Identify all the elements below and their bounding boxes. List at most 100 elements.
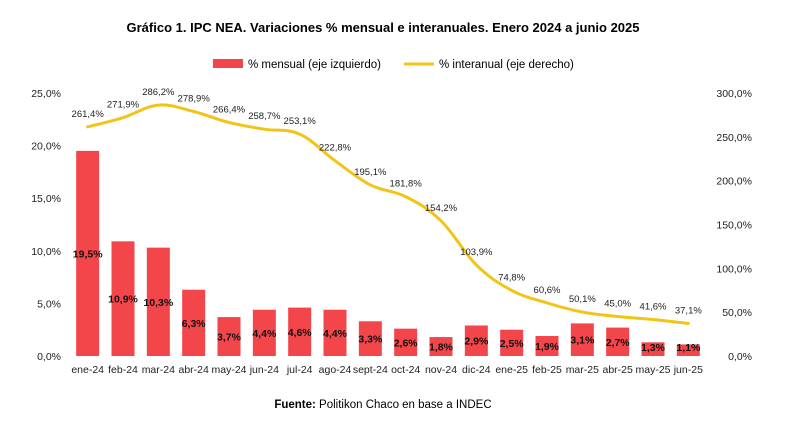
chart-title: Gráfico 1. IPC NEA. Variaciones % mensua…	[127, 20, 640, 35]
bar-data-label: 19,5%	[73, 248, 103, 260]
x-tick-label: jul-24	[286, 364, 313, 376]
line-data-label: 154,2%	[425, 203, 458, 214]
x-tick-label: jun-25	[673, 364, 703, 376]
bar	[252, 309, 276, 356]
bar	[676, 344, 700, 356]
bar	[217, 317, 241, 356]
bar-data-label: 1,1%	[676, 342, 701, 354]
x-tick-label: nov-24	[425, 364, 457, 376]
bar	[500, 329, 524, 356]
bar-data-label: 4,6%	[288, 327, 313, 339]
bar-data-label: 10,3%	[143, 297, 173, 309]
line-data-label: 45,0%	[604, 299, 631, 310]
line-data-label: 37,1%	[675, 305, 702, 316]
bar-data-label: 1,8%	[429, 342, 454, 354]
line-data-label: 258,7%	[248, 111, 281, 122]
bar	[76, 150, 100, 356]
bar	[146, 247, 170, 356]
line-data-label: 60,6%	[534, 285, 561, 296]
x-tick-label: may-25	[635, 364, 670, 376]
legend-label-mensual: % mensual (eje izquierdo)	[248, 59, 381, 71]
legend-swatch-mensual	[213, 59, 243, 68]
bar-data-label: 2,9%	[464, 336, 489, 348]
bar-data-label: 1,9%	[535, 341, 560, 353]
bar-data-label: 4,4%	[323, 328, 348, 340]
line-series	[86, 103, 690, 325]
y-left-tick-label: 10,0%	[31, 246, 61, 258]
source-text: Politikon Chaco en base a INDEC	[316, 399, 492, 411]
bar-data-label: 4,4%	[252, 328, 277, 340]
bar-data-label: 3,3%	[358, 334, 383, 346]
bar	[111, 241, 135, 356]
bar	[358, 321, 382, 356]
bar-data-label: 1,3%	[641, 342, 666, 354]
x-tick-label: ene-24	[71, 364, 104, 376]
line-data-label: 261,4%	[72, 109, 105, 120]
line-interanual	[86, 103, 690, 325]
source-label: Fuente:	[274, 399, 316, 411]
bar	[570, 323, 594, 356]
line-data-label: 74,8%	[498, 272, 525, 283]
y-left-tick-label: 0,0%	[37, 351, 61, 363]
x-tick-label: jun-24	[249, 364, 279, 376]
bar-data-label: 10,9%	[108, 294, 138, 306]
line-data-label: 195,1%	[354, 167, 387, 178]
y-right-tick-label: 0,0%	[728, 351, 752, 363]
y-right-tick-label: 100,0%	[716, 263, 752, 275]
legend: % mensual (eje izquierdo) % interanual (…	[213, 59, 574, 71]
y-axis-left: 0,0% 5,0% 10,0% 15,0% 20,0% 25,0%	[31, 88, 61, 363]
bar-data-label: 6,3%	[182, 318, 207, 330]
x-axis: ene-24 feb-24 mar-24 abr-24 may-24 jun-24 jul-…	[71, 364, 703, 376]
line-data-label: 266,4%	[213, 104, 246, 115]
bar-data-label: 2,7%	[606, 337, 631, 349]
x-tick-label: oct-24	[391, 364, 420, 376]
y-right-tick-label: 250,0%	[716, 132, 752, 144]
x-tick-label: ene-25	[495, 364, 528, 376]
bar-data-label: 3,7%	[217, 332, 242, 344]
line-data-label: 278,9%	[178, 93, 211, 104]
line-data-label: 41,6%	[640, 302, 667, 313]
x-tick-label: mar-25	[566, 364, 599, 376]
y-right-tick-label: 150,0%	[716, 220, 752, 232]
y-left-tick-label: 20,0%	[31, 141, 61, 153]
x-tick-label: abr-24	[178, 364, 209, 376]
bar-data-label: 2,6%	[394, 337, 419, 349]
bar	[288, 307, 312, 356]
y-right-tick-label: 200,0%	[716, 176, 752, 188]
bar	[323, 309, 347, 356]
x-tick-label: feb-25	[532, 364, 562, 376]
x-tick-label: mar-24	[142, 364, 175, 376]
x-tick-label: sept-24	[353, 364, 388, 376]
x-tick-label: feb-24	[108, 364, 138, 376]
y-right-tick-label: 50,0%	[722, 307, 752, 319]
x-tick-label: dic-24	[462, 364, 491, 376]
bar	[429, 337, 453, 356]
y-right-tick-label: 300,0%	[716, 88, 752, 100]
bar	[606, 327, 630, 356]
x-tick-label: may-24	[211, 364, 246, 376]
source-note: Fuente: Politikon Chaco en base a INDEC	[274, 399, 491, 411]
bar	[394, 328, 418, 356]
line-data-label: 253,1%	[284, 116, 317, 127]
y-left-tick-label: 5,0%	[37, 298, 61, 310]
bar	[182, 289, 206, 356]
y-left-tick-label: 15,0%	[31, 193, 61, 205]
bar	[641, 342, 665, 356]
bar	[535, 336, 559, 356]
y-axis-right: 0,0% 50,0% 100,0% 150,0% 200,0% 250,0% 300,0%	[716, 88, 752, 363]
bar-series	[76, 150, 700, 356]
bar-data-label: 3,1%	[570, 335, 595, 347]
y-left-tick-label: 25,0%	[31, 88, 61, 100]
legend-label-interanual: % interanual (eje derecho)	[439, 59, 574, 71]
bar-labels: 19,5% 10,9% 10,3% 6,3% 3,7% 4,4% 4,6% 4,4% 3,3% 2…	[73, 248, 701, 354]
line-data-label: 271,9%	[107, 100, 140, 111]
line-data-label: 222,8%	[319, 143, 352, 154]
bar-data-label: 2,5%	[500, 338, 525, 350]
x-tick-label: abr-25	[602, 364, 633, 376]
x-tick-label: ago-24	[319, 364, 352, 376]
bar	[464, 325, 488, 356]
line-data-label: 181,8%	[390, 179, 423, 190]
line-data-label: 103,9%	[460, 247, 493, 258]
line-labels: 261,4%271,9%286,2%278,9%266,4%258,7% 253,…	[72, 87, 703, 316]
